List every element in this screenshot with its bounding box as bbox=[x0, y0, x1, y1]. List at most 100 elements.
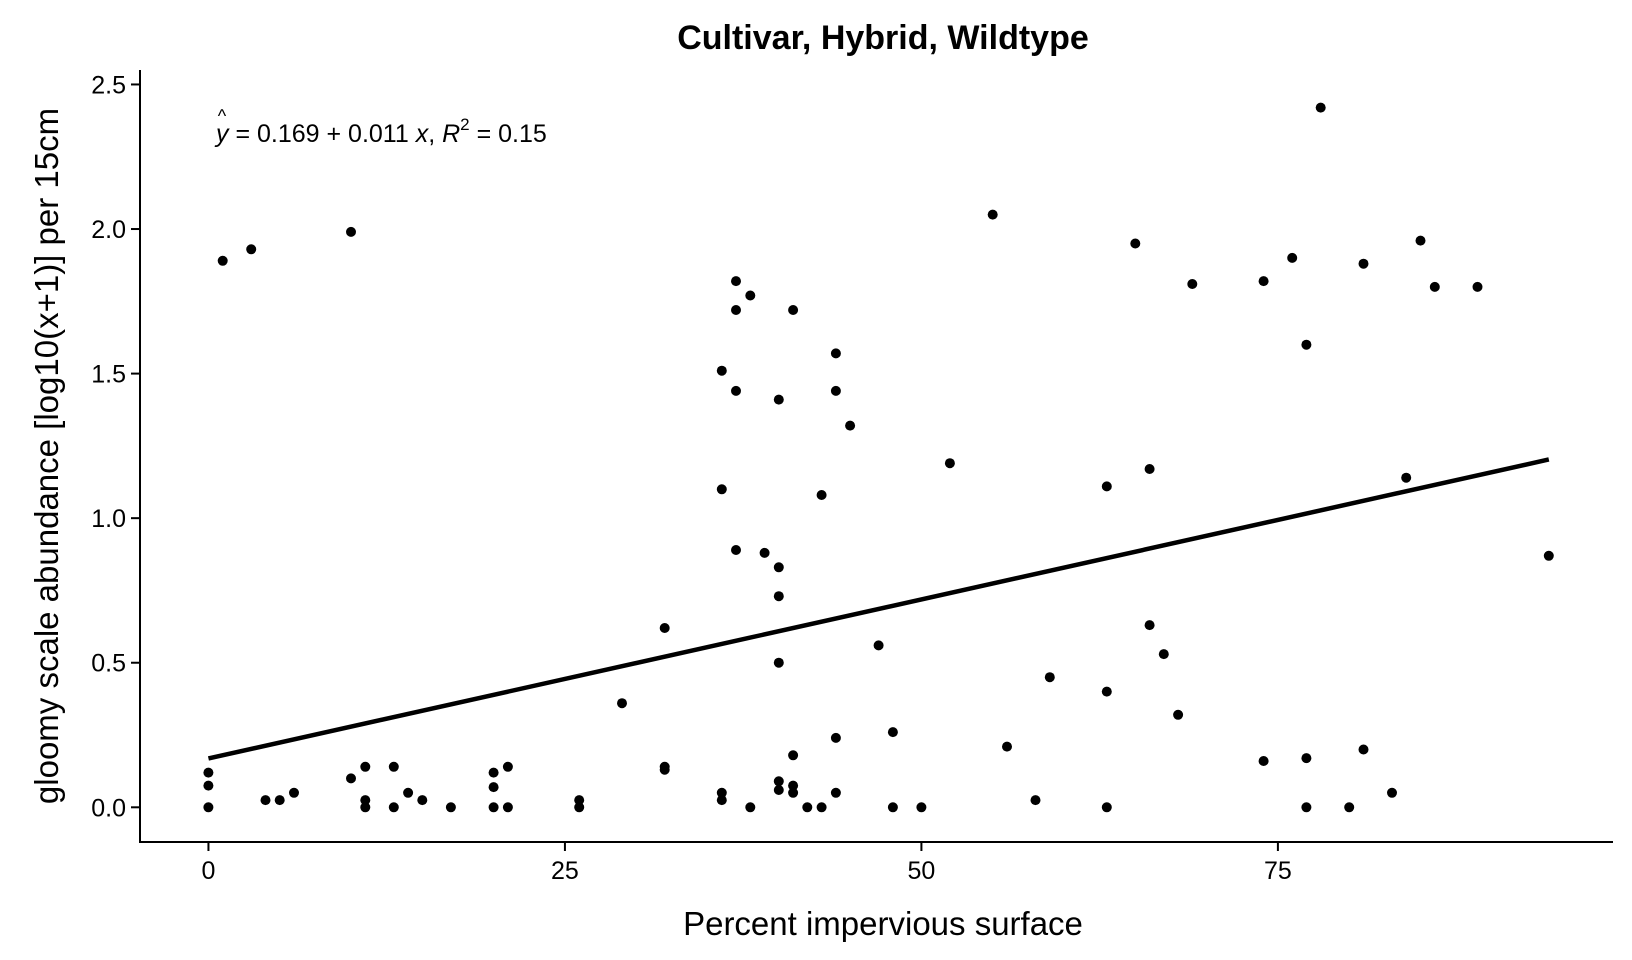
data-point bbox=[944, 458, 955, 469]
data-point bbox=[845, 420, 856, 431]
data-point bbox=[203, 802, 214, 813]
data-point bbox=[816, 802, 827, 813]
data-point bbox=[731, 276, 741, 287]
regression-annotation: y = 0.169 + 0.011 x, R2 = 0.15 bbox=[214, 115, 547, 148]
data-point bbox=[659, 761, 670, 772]
data-point bbox=[360, 761, 371, 772]
data-point bbox=[1187, 279, 1198, 289]
yhat-hat-mark: ^ bbox=[218, 106, 227, 126]
data-point bbox=[360, 795, 371, 806]
data-point bbox=[1287, 252, 1298, 263]
data-point bbox=[773, 394, 784, 405]
x-tick-label: 75 bbox=[1264, 857, 1292, 885]
data-point bbox=[1258, 276, 1269, 287]
data-point bbox=[1002, 741, 1012, 752]
data-point bbox=[1543, 550, 1554, 561]
y-tick-label: 1.5 bbox=[91, 361, 126, 389]
x-tick-label: 25 bbox=[551, 857, 579, 885]
data-point bbox=[260, 795, 271, 806]
data-point bbox=[1101, 686, 1112, 697]
y-tick-label: 0.0 bbox=[91, 794, 126, 822]
data-point bbox=[445, 802, 456, 813]
data-point bbox=[887, 802, 898, 813]
data-point bbox=[773, 785, 784, 795]
regression-line bbox=[207, 457, 1550, 761]
data-point bbox=[759, 547, 770, 558]
data-point bbox=[916, 802, 927, 813]
annotation-x-variable: x bbox=[415, 120, 430, 148]
data-point bbox=[788, 305, 799, 315]
data-point bbox=[830, 787, 841, 798]
data-point bbox=[1401, 472, 1412, 483]
data-point bbox=[716, 365, 727, 376]
data-point bbox=[773, 562, 784, 573]
data-point bbox=[830, 732, 841, 743]
y-tick-label: 2.5 bbox=[91, 71, 126, 99]
data-point bbox=[203, 780, 214, 791]
data-point bbox=[873, 640, 884, 651]
data-point bbox=[830, 348, 841, 359]
data-point bbox=[716, 787, 727, 798]
regression-layer bbox=[207, 457, 1550, 761]
data-point bbox=[1315, 102, 1326, 113]
data-point bbox=[773, 657, 784, 668]
data-point bbox=[659, 623, 670, 633]
data-point bbox=[816, 490, 827, 500]
data-point bbox=[1301, 802, 1312, 813]
data-point bbox=[1301, 339, 1312, 350]
data-point bbox=[1344, 802, 1355, 813]
data-point bbox=[1144, 464, 1155, 474]
annotation-r-value: = 0.15 bbox=[470, 120, 547, 148]
chart-title: Cultivar, Hybrid, Wildtype bbox=[677, 19, 1089, 57]
data-point bbox=[502, 802, 513, 813]
data-point bbox=[1472, 281, 1483, 292]
data-point bbox=[488, 782, 499, 793]
data-point bbox=[360, 802, 371, 813]
data-point bbox=[346, 773, 356, 784]
data-point bbox=[417, 795, 428, 806]
data-point bbox=[788, 787, 799, 798]
y-axis-title: gloomy scale abundance [log10(x+1)] per … bbox=[28, 108, 65, 804]
data-point bbox=[1144, 620, 1155, 631]
x-tick-label: 50 bbox=[908, 857, 936, 885]
data-point bbox=[788, 750, 799, 761]
data-point bbox=[1358, 258, 1369, 269]
annotation-yhat: y bbox=[214, 120, 230, 148]
data-point bbox=[488, 802, 499, 813]
data-point bbox=[1258, 756, 1269, 766]
data-point bbox=[1158, 649, 1169, 660]
data-point bbox=[1101, 481, 1112, 492]
data-point bbox=[217, 255, 228, 266]
x-axis-title: Percent impervious surface bbox=[683, 905, 1083, 942]
data-point bbox=[1044, 672, 1055, 683]
data-point bbox=[1358, 744, 1369, 755]
data-point bbox=[745, 802, 756, 813]
data-point bbox=[1387, 787, 1397, 798]
annotation-r-exponent: 2 bbox=[460, 115, 469, 134]
data-point bbox=[203, 767, 214, 778]
data-point bbox=[731, 385, 741, 396]
y-tick-label: 0.5 bbox=[91, 650, 126, 678]
data-point bbox=[716, 484, 727, 495]
data-point bbox=[346, 226, 356, 237]
points-layer bbox=[203, 102, 1554, 813]
annotation-separator: , bbox=[428, 120, 442, 148]
data-point bbox=[830, 385, 841, 396]
data-point bbox=[1429, 281, 1440, 292]
data-point bbox=[1130, 238, 1141, 249]
data-point bbox=[788, 780, 799, 791]
data-point bbox=[716, 795, 727, 806]
annotation-r-symbol: R bbox=[442, 120, 460, 148]
data-point bbox=[289, 787, 299, 798]
annotation-equation: = 0.169 + 0.011 bbox=[229, 120, 416, 148]
data-point bbox=[1101, 802, 1112, 813]
data-point bbox=[246, 244, 257, 255]
data-point bbox=[502, 761, 513, 772]
data-point bbox=[745, 290, 756, 301]
data-point bbox=[617, 698, 627, 709]
data-point bbox=[1173, 709, 1184, 720]
data-point bbox=[731, 545, 741, 555]
data-point bbox=[488, 767, 499, 778]
x-tick-label: 0 bbox=[201, 857, 215, 885]
